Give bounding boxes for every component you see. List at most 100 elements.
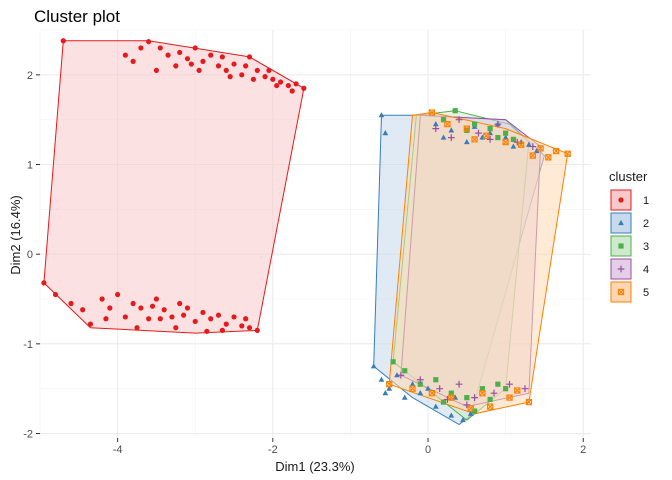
plot-title: Cluster plot (34, 7, 120, 26)
cluster-3-point (440, 399, 447, 405)
cluster-points (41, 38, 571, 423)
cluster-1-point (227, 74, 233, 80)
cluster-3-point (433, 377, 439, 383)
legend-key-3-marker (618, 243, 624, 249)
cluster-2-point (382, 130, 389, 136)
cluster-1-point (293, 81, 299, 87)
cluster-2-point (510, 143, 517, 149)
cluster-3-point (479, 386, 485, 392)
cluster-1-point (223, 67, 229, 73)
cluster-5-point (483, 132, 490, 139)
cluster-1-point (153, 296, 160, 302)
cluster-2-point (401, 394, 408, 400)
cluster-1-point (115, 291, 121, 298)
cluster-5-point (448, 394, 455, 401)
cluster-1-point (204, 328, 210, 334)
y-tick-label: 1 (27, 160, 33, 172)
cluster-1-point (157, 316, 163, 322)
cluster-4-point (447, 134, 455, 141)
cluster-3-point (487, 396, 493, 403)
cluster-1-point (274, 82, 280, 89)
x-tick-label: 0 (425, 444, 431, 456)
cluster-5-point (444, 121, 451, 128)
cluster-1-point (223, 321, 229, 327)
cluster-2-point (382, 390, 389, 396)
cluster-1-point (246, 325, 253, 331)
cluster-1-point (246, 54, 253, 60)
legend-label-5: 5 (643, 287, 649, 299)
cluster-1-point (122, 314, 128, 320)
cluster-4-point (486, 136, 494, 143)
cluster-5-point (518, 141, 525, 148)
cluster-1-point (87, 321, 94, 327)
legend-key-4-marker (617, 265, 625, 273)
x-tick-label: 2 (580, 444, 586, 456)
cluster-1-point (130, 58, 136, 64)
cluster-1-point (231, 314, 237, 320)
cluster-3-point (464, 395, 470, 401)
cluster-1-point (80, 307, 86, 313)
cluster-1-point (165, 52, 171, 58)
cluster-2-point (502, 134, 509, 140)
cluster-1-point (208, 52, 214, 58)
cluster-1-point (231, 61, 237, 67)
cluster-4-point (455, 116, 463, 124)
cluster-1-point (192, 45, 198, 51)
cluster-2-point (432, 403, 439, 409)
cluster-hulls (43, 40, 569, 426)
cluster-4-point (397, 371, 405, 379)
cluster-1-point (134, 325, 140, 331)
cluster-1-point (188, 61, 194, 67)
cluster-4-point (521, 385, 529, 393)
legend-title: cluster (609, 169, 648, 184)
cluster-1-point (219, 54, 225, 60)
cluster-4-point (455, 380, 463, 388)
cluster-1-point (68, 300, 74, 307)
cluster-1-point (149, 303, 156, 309)
cluster-2-point (417, 390, 424, 396)
cluster-3-point (448, 390, 454, 396)
cluster-5-point (545, 154, 552, 161)
cluster-3-point (440, 117, 447, 123)
cluster-1-point (146, 39, 152, 45)
cluster-4-point (494, 120, 502, 128)
cluster-3-point (487, 126, 493, 132)
cluster-1-point (200, 58, 206, 64)
axis-ticks: -4 -2 0 2 -2 -1 0 1 2 (23, 70, 586, 456)
cluster-5-point (525, 398, 533, 406)
cluster-3-point (495, 135, 501, 141)
y-tick-label: -1 (23, 339, 33, 351)
cluster-2-point (425, 385, 431, 391)
cluster-3-point (471, 121, 478, 127)
cluster-3-point (390, 359, 396, 365)
cluster-1-point (254, 327, 260, 333)
cluster-5-point (506, 394, 513, 401)
legend-key-1-marker (618, 197, 624, 203)
cluster-1-point (161, 307, 167, 313)
cluster-1-hull (43, 40, 305, 334)
x-tick-label: -4 (113, 444, 123, 456)
y-tick-label: 0 (27, 249, 33, 261)
cluster-1-point (239, 323, 245, 329)
cluster-1-point (219, 327, 225, 333)
cluster-2-point (370, 363, 377, 369)
cluster-5-point (552, 147, 560, 155)
x-tick-label: -2 (268, 444, 278, 456)
cluster-4-point (463, 401, 471, 409)
cluster-2-point (409, 381, 416, 387)
cluster-1-point (99, 296, 105, 302)
cluster-1-point (173, 63, 179, 69)
cluster-1-point (243, 316, 249, 322)
cluster-4-point (432, 125, 440, 133)
cluster-4-point (529, 143, 537, 150)
cluster-5-point (479, 390, 486, 397)
cluster-3-point (510, 136, 516, 142)
cluster-3-point (417, 381, 423, 387)
cluster-1-point (153, 67, 160, 73)
cluster-1-point (270, 76, 276, 82)
cluster-5-point (409, 385, 416, 392)
cluster-5-point (564, 150, 571, 157)
y-tick-label: 2 (27, 70, 33, 82)
cluster-1-point (177, 300, 183, 307)
